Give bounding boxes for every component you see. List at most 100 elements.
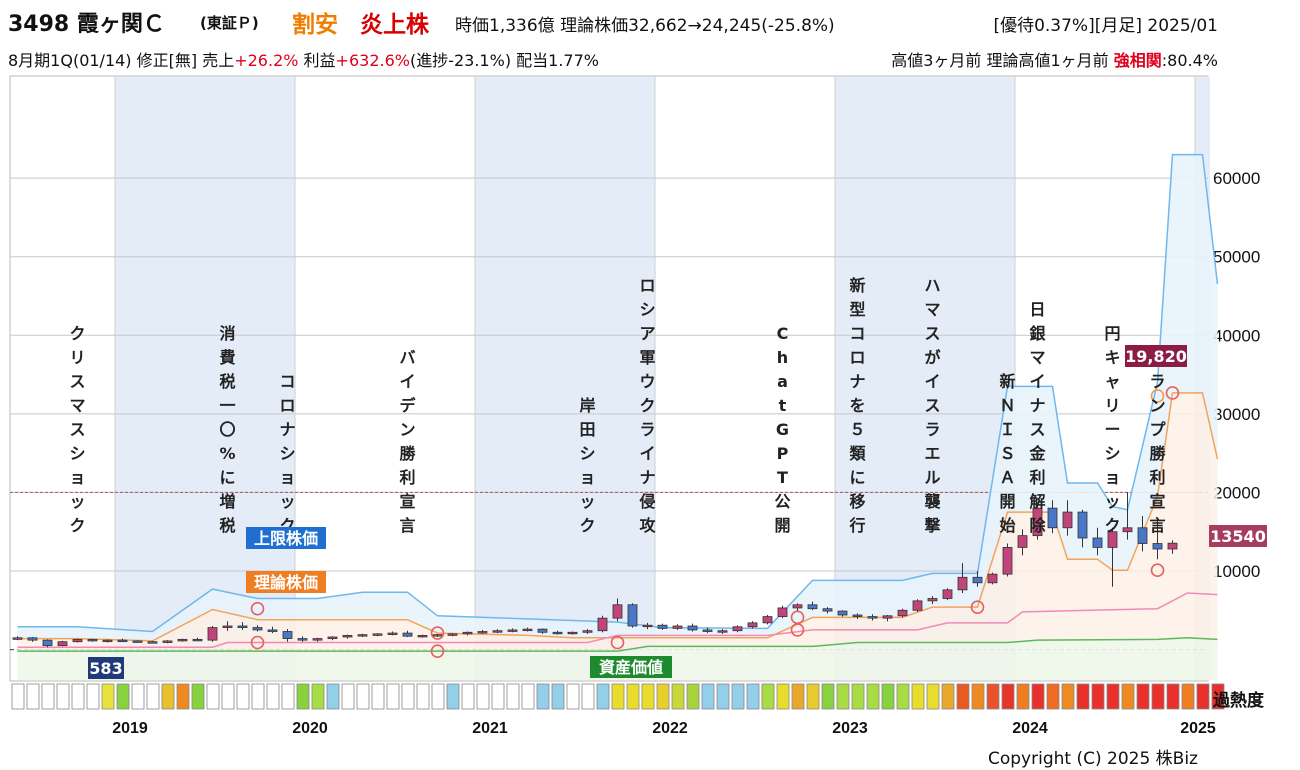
- candle-body: [1092, 537, 1103, 548]
- candle-body: [807, 604, 818, 610]
- event-annotation: ラ: [639, 420, 655, 439]
- heat-cell: [251, 683, 265, 710]
- heat-cell: [836, 683, 850, 710]
- event-annotation: ク: [639, 396, 655, 415]
- correlation-label: 強相関: [1113, 51, 1162, 70]
- theory-band-fill: [17, 392, 1218, 652]
- heat-cell: [791, 683, 805, 710]
- candle-body: [117, 639, 128, 643]
- heat-cell: [716, 683, 730, 710]
- event-annotation: 言: [1149, 516, 1165, 535]
- earnings-summary: 8月期1Q(01/14) 修正[無] 売上+26.2% 利益+632.6%(進捗…: [8, 47, 599, 71]
- heat-cell: [776, 683, 790, 710]
- x-tick-label: 2025: [1180, 720, 1216, 737]
- heat-cell: [746, 683, 760, 710]
- earnings-label: 8月期1Q(01/14) 修正[無] 売上: [8, 51, 235, 70]
- event-annotation: キ: [1104, 348, 1120, 367]
- candle-body: [57, 641, 68, 647]
- heat-cell: [1091, 683, 1105, 710]
- candle-body: [102, 639, 113, 643]
- event-annotation: 税: [219, 516, 235, 535]
- heat-cell: [281, 683, 295, 710]
- heat-label: 過熱度: [1213, 691, 1264, 711]
- event-annotation: プ: [1149, 420, 1166, 439]
- event-annotation: に: [849, 468, 865, 487]
- event-annotation: デ: [399, 396, 416, 415]
- heat-cell: [581, 683, 595, 710]
- candle-body: [522, 628, 533, 632]
- event-annotation: Ｓ: [999, 444, 1015, 463]
- heat-cell: [506, 683, 520, 710]
- candle-body: [1107, 531, 1118, 548]
- candle-body: [792, 604, 803, 609]
- event-annotation: ロ: [639, 276, 655, 295]
- heat-cell: [1061, 683, 1075, 710]
- event-annotation: P: [777, 444, 789, 463]
- event-annotation: 開: [774, 516, 790, 535]
- candle-body: [777, 607, 788, 617]
- event-annotation: ョ: [69, 468, 85, 487]
- event-annotation: 一: [219, 396, 235, 415]
- event-annotation: コ: [279, 372, 295, 391]
- signal-circle: [430, 626, 445, 640]
- candle-body: [1137, 527, 1148, 544]
- event-annotation: 岸: [579, 396, 595, 415]
- heat-cell: [551, 683, 565, 710]
- event-annotation: シ: [579, 444, 595, 463]
- event-annotation: ロ: [279, 396, 295, 415]
- event-annotation: ン: [1149, 396, 1165, 415]
- signal-circle: [250, 635, 265, 650]
- candle-body: [252, 627, 263, 631]
- event-annotation: シ: [639, 300, 655, 319]
- candle-body: [642, 624, 653, 628]
- heat-cell: [461, 683, 475, 710]
- event-annotation: 利: [399, 468, 415, 487]
- heat-cell: [416, 683, 430, 710]
- y-tick-label: 40000: [1213, 326, 1260, 345]
- candle-body: [672, 625, 683, 629]
- event-annotation: を: [849, 396, 865, 415]
- event-annotation: ク: [579, 516, 595, 535]
- heat-cell: [1001, 683, 1015, 710]
- candle-body: [717, 630, 728, 633]
- candle-body: [942, 589, 953, 599]
- candle-body: [1047, 507, 1058, 529]
- event-annotation: 撃: [924, 516, 940, 535]
- theory-price-label: 理論株価: [254, 573, 318, 592]
- heat-cell: [86, 683, 100, 710]
- candle-body: [852, 614, 863, 617]
- event-annotation: イ: [399, 372, 415, 391]
- candle-body: [162, 640, 173, 643]
- event-annotation: エ: [924, 444, 940, 463]
- heat-cell: [1046, 683, 1060, 710]
- signal-circle: [1150, 389, 1165, 403]
- heat-cell: [1151, 683, 1165, 710]
- event-annotation: ラ: [924, 420, 940, 439]
- heat-cell: [386, 683, 400, 710]
- event-annotation: 費: [219, 348, 235, 367]
- y-tick-label: 10000: [1213, 562, 1260, 581]
- asset-value-label: 資産価値: [599, 658, 663, 677]
- heat-cell: [431, 683, 445, 710]
- candle-body: [342, 635, 353, 638]
- candle-body: [42, 639, 53, 647]
- exchange-label: (東証Ｐ): [200, 14, 259, 32]
- event-annotation: 開: [999, 492, 1015, 511]
- event-annotation: 攻: [639, 516, 656, 535]
- y-tick-label: 50000: [1213, 248, 1260, 267]
- candle-body: [957, 576, 968, 591]
- heat-cell: [341, 683, 355, 710]
- event-annotation: マ: [1029, 348, 1045, 367]
- heat-cell: [731, 683, 745, 710]
- event-annotation: %: [219, 444, 235, 463]
- event-annotation: ョ: [1104, 468, 1120, 487]
- candle-body: [222, 625, 233, 628]
- upper-limit-label: 上限株価: [254, 529, 318, 548]
- candle-body: [387, 632, 398, 635]
- event-annotation: ク: [69, 516, 85, 535]
- event-annotation: シ: [279, 444, 295, 463]
- heat-cell: [596, 683, 610, 710]
- heat-cell: [911, 683, 925, 710]
- candle-body: [597, 617, 608, 632]
- x-tick-label: 2022: [652, 720, 688, 737]
